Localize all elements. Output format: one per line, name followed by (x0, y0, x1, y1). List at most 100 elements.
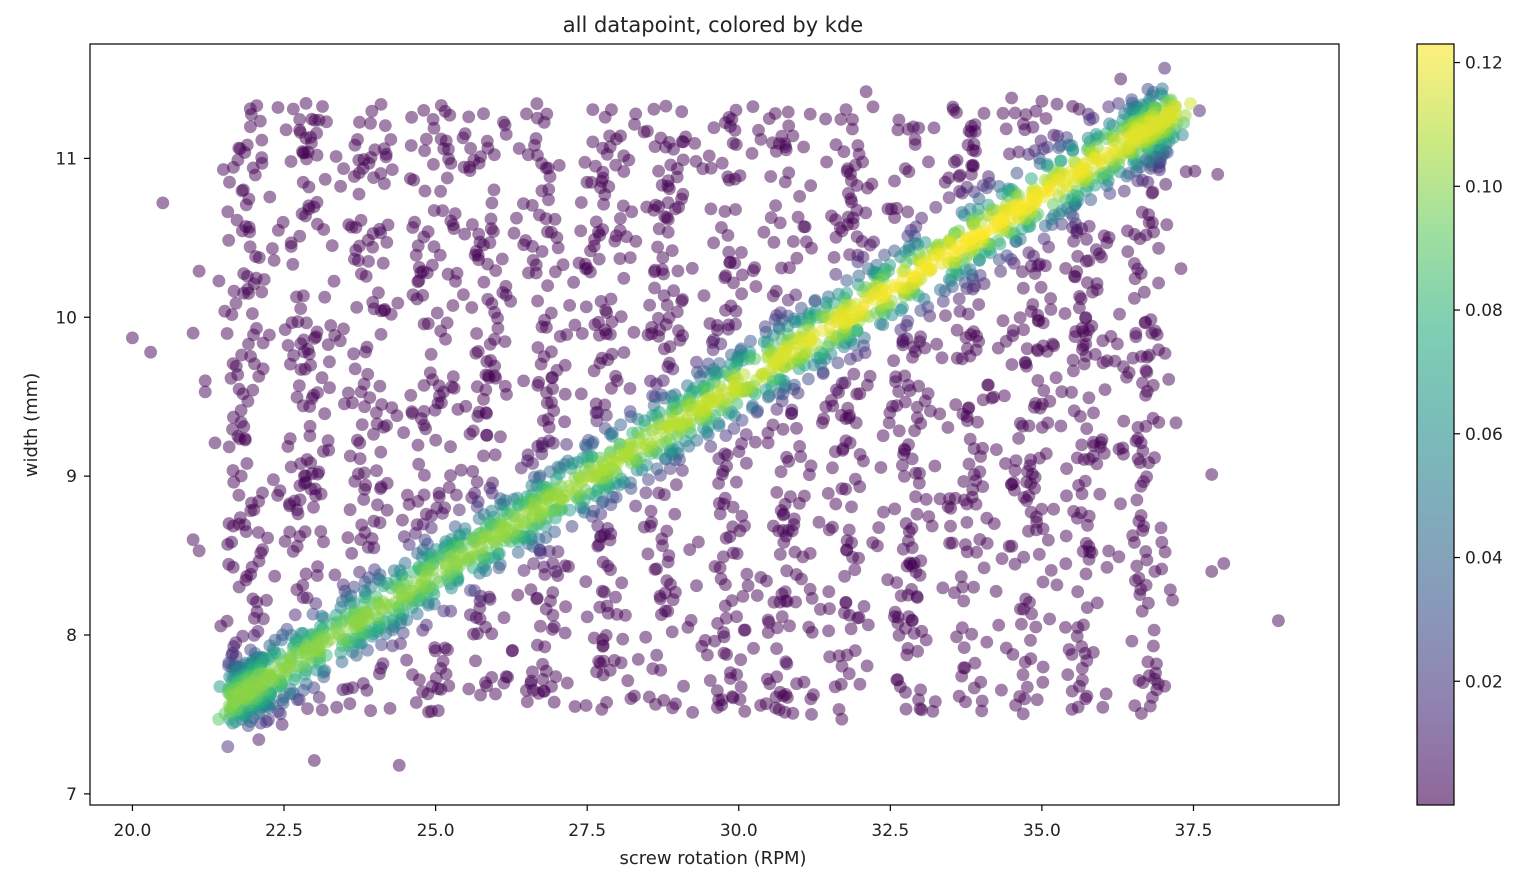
scatter-point (221, 205, 235, 219)
scatter-point (568, 318, 582, 332)
scatter-point (639, 486, 653, 500)
scatter-point (252, 370, 266, 383)
scatter-point (673, 333, 687, 347)
scatter-point (302, 347, 316, 361)
scatter-point (411, 495, 425, 508)
scatter-point (761, 436, 775, 450)
scatter-point (662, 549, 676, 562)
scatter-point (761, 613, 775, 627)
scatter-point (1044, 292, 1057, 305)
scatter-point (352, 187, 366, 201)
scatter-point (631, 653, 645, 666)
scatter-point (684, 614, 698, 627)
scatter-point (1148, 324, 1162, 338)
scatter-point (548, 212, 562, 226)
scatter-point (517, 374, 530, 388)
scatter-point (1087, 435, 1100, 449)
scatter-point (429, 433, 443, 447)
scatter-point (641, 547, 655, 561)
scatter-point (301, 702, 314, 715)
scatter-point (1162, 373, 1176, 386)
scatter-point (764, 170, 778, 183)
scatter-point (579, 699, 593, 712)
scatter-point (427, 158, 440, 171)
scatter-point (450, 488, 463, 502)
scatter-point (310, 569, 324, 582)
x-tick-label: 25.0 (417, 821, 455, 841)
scatter-point (914, 683, 927, 697)
scatter-point (424, 521, 438, 535)
scatter-point (474, 688, 487, 702)
scatter-point (1121, 224, 1134, 238)
scatter-point (690, 579, 703, 593)
plot-frame (89, 43, 1340, 806)
scatter-point (303, 419, 317, 433)
scatter-point (1002, 539, 1016, 553)
scatter-point (770, 486, 784, 499)
scatter-point (472, 512, 486, 525)
scatter-point (459, 399, 473, 413)
scatter-point (279, 123, 293, 137)
scatter-point (902, 438, 915, 452)
scatter-point (718, 491, 732, 505)
scatter-point (605, 381, 618, 395)
scatter-point (286, 544, 300, 558)
scatter-point (1155, 535, 1169, 549)
scatter-point (718, 447, 732, 461)
scatter-point (310, 148, 324, 162)
scatter-point (222, 440, 236, 454)
scatter-point (786, 129, 800, 143)
scatter-point (924, 404, 937, 418)
scatter-point (534, 357, 548, 371)
scatter-point (690, 355, 703, 369)
scatter-point (1044, 303, 1058, 316)
scatter-point (773, 547, 787, 561)
colorbar-ticks: 0.02 0.04 0.06 0.08 0.10 0.12 (1454, 54, 1503, 692)
scatter-point (370, 406, 383, 420)
scatter-point (242, 286, 256, 300)
scatter-point (856, 300, 870, 314)
scatter-point (736, 268, 749, 282)
scatter-point (410, 292, 424, 306)
scatter-point (926, 704, 940, 718)
scatter-point (300, 316, 313, 330)
scatter-point (968, 656, 982, 670)
scatter-point (592, 252, 606, 266)
scatter-point (1086, 111, 1100, 125)
scatter-point (778, 175, 792, 189)
scatter-point (744, 334, 757, 348)
scatter-point (1047, 208, 1061, 222)
scatter-point (712, 693, 725, 707)
scatter-point (489, 264, 503, 277)
scatter-point (558, 358, 572, 372)
scatter-point (754, 368, 768, 382)
scatter-point (920, 261, 934, 275)
scatter-point (560, 676, 574, 690)
scatter-point (759, 383, 773, 397)
scatter-point (586, 469, 599, 482)
scatter-point (642, 690, 656, 704)
scatter-point (872, 521, 886, 534)
scatter-point (1070, 451, 1084, 465)
scatter-point (990, 443, 1003, 456)
scatter-point (1030, 343, 1044, 356)
scatter-point (352, 254, 365, 267)
scatter-point (730, 610, 743, 624)
scatter-point (933, 283, 947, 297)
scatter-point (652, 330, 665, 343)
colorbar: 0.02 0.04 0.06 0.08 0.10 0.12 (1416, 43, 1503, 806)
scatter-point (711, 617, 724, 630)
scatter-point (537, 560, 551, 574)
scatter-point (975, 694, 989, 708)
scatter-point (838, 606, 851, 620)
scatter-point (741, 579, 755, 593)
scatter-point (425, 509, 438, 523)
scatter-point (704, 161, 718, 175)
scatter-point (1017, 550, 1031, 564)
scatter-point (232, 488, 246, 502)
colorbar-gradient (1416, 43, 1455, 806)
scatter-point (892, 385, 906, 398)
scatter-point (535, 245, 549, 258)
